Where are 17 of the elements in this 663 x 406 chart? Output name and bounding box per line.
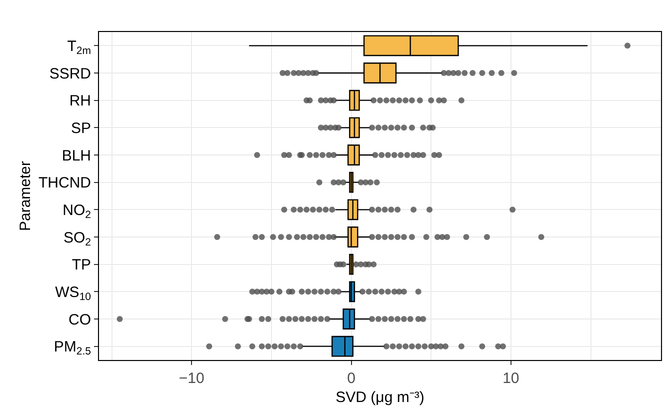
y-tick-label: THCND xyxy=(38,174,92,192)
y-tick-label: SSRD xyxy=(49,65,92,82)
x-tick-label: 10 xyxy=(502,370,520,387)
y-tick-label: PM$_{2.5}$ xyxy=(54,338,92,358)
y-tick-label: T$_{2m}$ xyxy=(67,38,92,58)
y-tick-label: NO$_{2}$ xyxy=(62,202,92,222)
y-tick-label: CO xyxy=(68,311,91,328)
y-tick-label: WS$_{10}$ xyxy=(55,284,92,304)
y-axis-title: Parameter xyxy=(16,160,34,232)
y-tick-label: TP xyxy=(72,256,91,274)
y-tick-label: BLH xyxy=(62,147,91,164)
x-tick-label: −10 xyxy=(178,370,204,387)
y-tick-label: SO$_{2}$ xyxy=(63,229,92,248)
x-axis-title: SVD (μg m⁻³) xyxy=(336,389,424,406)
y-tick-label: SP xyxy=(70,120,91,137)
x-tick-label: 0 xyxy=(347,370,356,387)
y-tick-label: RH xyxy=(69,92,91,110)
